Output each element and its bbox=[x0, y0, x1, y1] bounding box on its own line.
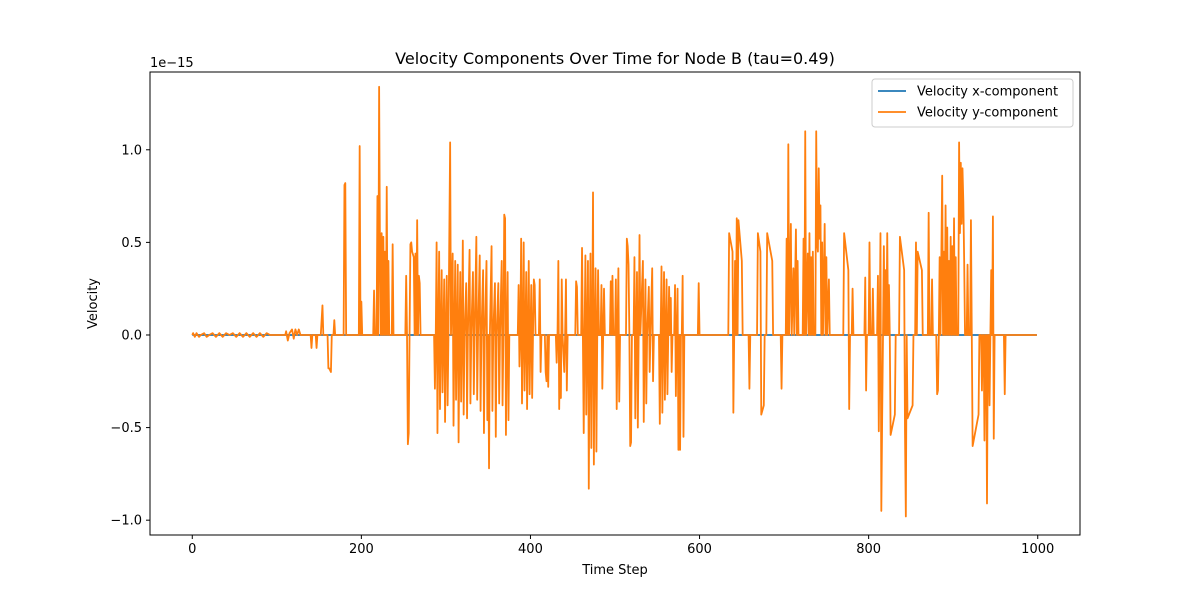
x-tick-label: 800 bbox=[856, 542, 881, 557]
legend-items: Velocity x-component Velocity y-component bbox=[878, 85, 1058, 121]
x-axis-label: Time Step bbox=[581, 563, 648, 578]
y-tick-label: −1.0 bbox=[110, 514, 142, 529]
y-tick-label: 0.0 bbox=[121, 328, 142, 343]
x-axis: 0 200 400 600 800 1000 bbox=[188, 535, 1054, 557]
legend: Velocity x-component Velocity y-component bbox=[871, 78, 1074, 128]
legend-label: Velocity x-component bbox=[917, 85, 1058, 100]
legend-box bbox=[871, 78, 1074, 128]
y-scale-offset: 1e−15 bbox=[150, 56, 194, 71]
y-axis: −1.0 −0.5 0.0 0.5 1.0 bbox=[110, 143, 150, 529]
y-axis-label: Velocity bbox=[86, 278, 101, 329]
series-layer bbox=[191, 85, 1037, 518]
x-tick-label: 600 bbox=[687, 542, 712, 557]
plot-area bbox=[149, 71, 1081, 536]
legend-label: Velocity y-component bbox=[917, 106, 1058, 121]
x-tick-label: 0 bbox=[188, 542, 196, 557]
chart-title: Velocity Components Over Time for Node B… bbox=[395, 49, 835, 68]
series-line-y bbox=[191, 85, 1037, 518]
x-tick-label: 1000 bbox=[1021, 542, 1054, 557]
y-tick-label: −0.5 bbox=[110, 421, 142, 436]
axes-frame bbox=[149, 71, 1081, 536]
y-tick-label: 0.5 bbox=[121, 236, 142, 251]
y-tick-label: 1.0 bbox=[121, 143, 142, 158]
x-tick-label: 400 bbox=[518, 542, 543, 557]
x-tick-label: 200 bbox=[349, 542, 374, 557]
